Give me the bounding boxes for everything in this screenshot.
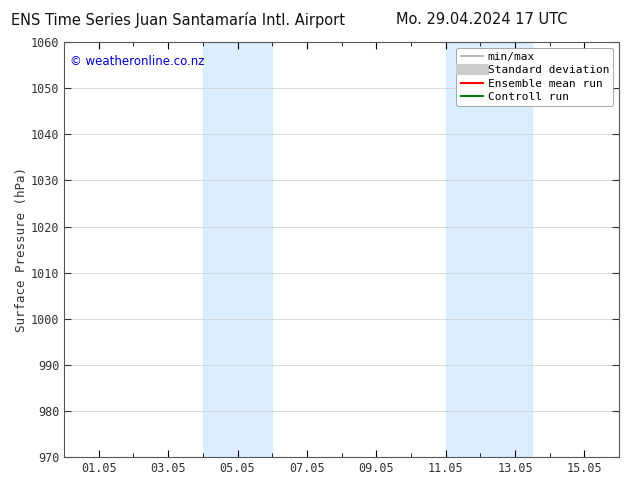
Text: Mo. 29.04.2024 17 UTC: Mo. 29.04.2024 17 UTC [396, 12, 567, 27]
Legend: min/max, Standard deviation, Ensemble mean run, Controll run: min/max, Standard deviation, Ensemble me… [456, 48, 614, 106]
Y-axis label: Surface Pressure (hPa): Surface Pressure (hPa) [15, 167, 28, 332]
Text: © weatheronline.co.nz: © weatheronline.co.nz [70, 54, 204, 68]
Bar [203, 42, 272, 457]
Bar [446, 42, 533, 457]
Text: ENS Time Series Juan Santamaría Intl. Airport: ENS Time Series Juan Santamaría Intl. Ai… [11, 12, 344, 28]
